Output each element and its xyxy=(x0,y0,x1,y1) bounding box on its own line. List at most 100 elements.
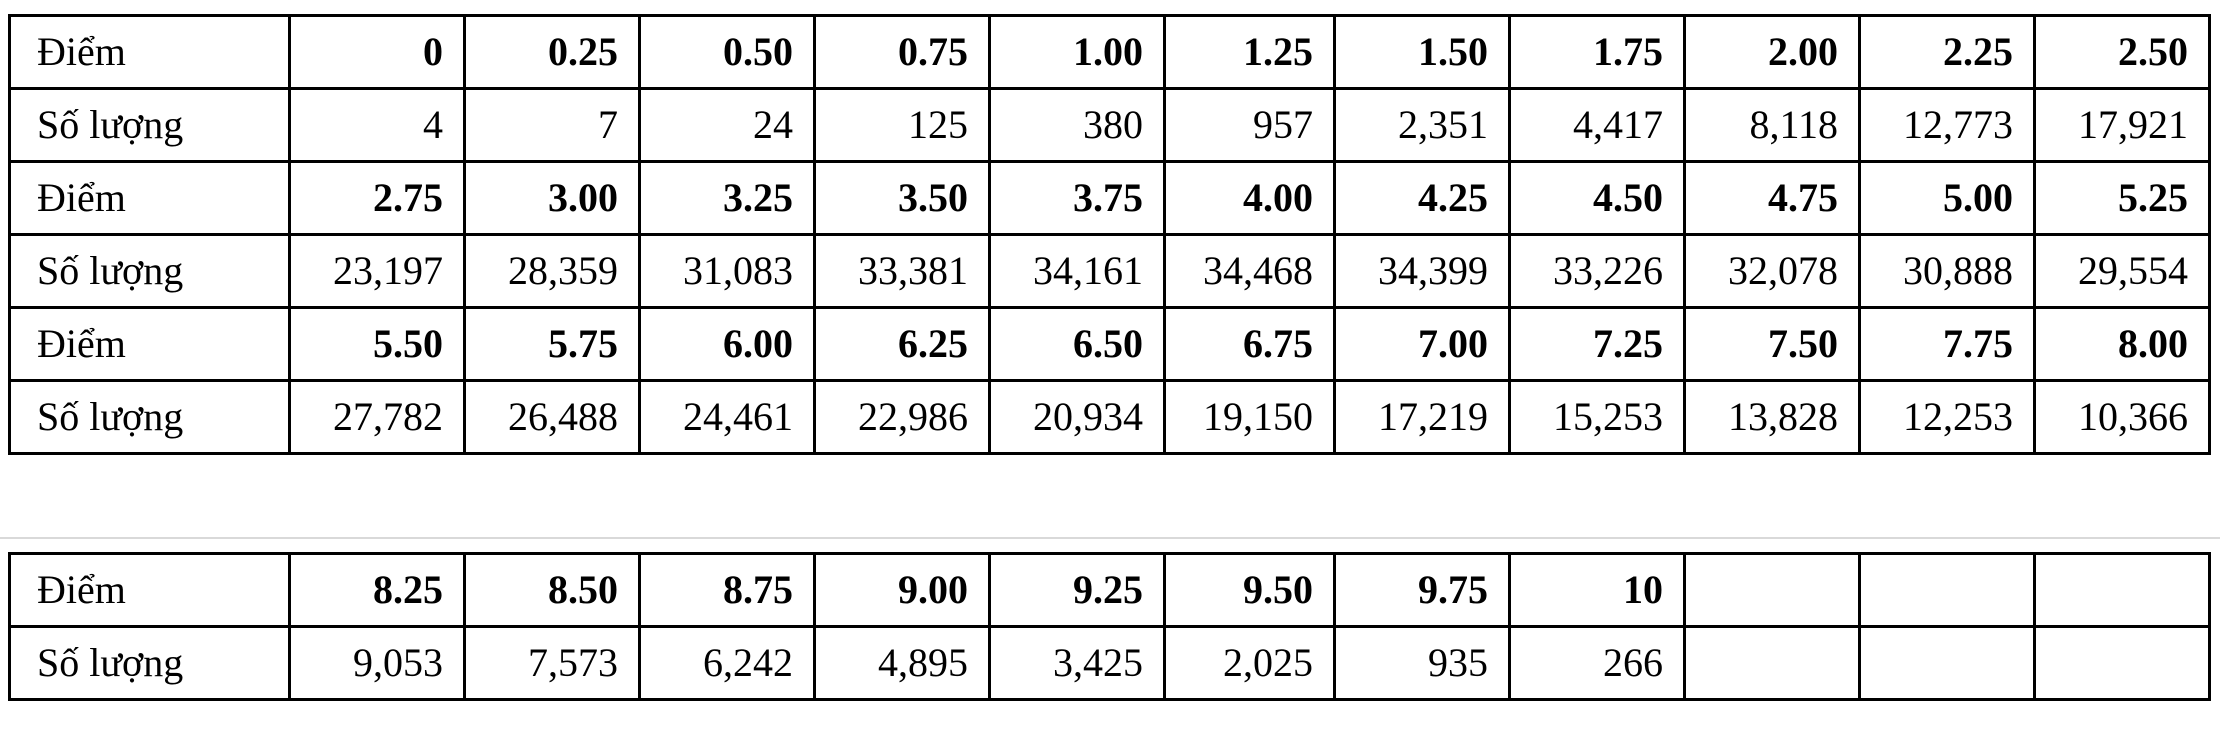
score-cell: 1.00 xyxy=(988,14,1166,90)
score-cell: 0.50 xyxy=(638,14,816,90)
score-label: Điểm xyxy=(8,160,291,236)
count-cell: 9,053 xyxy=(288,625,466,701)
score-cell: 0.75 xyxy=(813,14,991,90)
count-cell: 15,253 xyxy=(1508,379,1686,455)
score-cell: 8.75 xyxy=(638,552,816,628)
score-cell xyxy=(1858,552,2036,628)
count-row: Số lượng 23,197 28,359 31,083 33,381 34,161 34… xyxy=(8,233,2211,309)
count-cell: 33,226 xyxy=(1508,233,1686,309)
score-cell xyxy=(2033,552,2211,628)
score-cell: 6.50 xyxy=(988,306,1166,382)
count-cell: 12,253 xyxy=(1858,379,2036,455)
count-cell: 32,078 xyxy=(1683,233,1861,309)
count-cell: 7 xyxy=(463,87,641,163)
count-cell: 24 xyxy=(638,87,816,163)
count-cell: 935 xyxy=(1333,625,1511,701)
count-cell: 2,351 xyxy=(1333,87,1511,163)
score-cell: 6.00 xyxy=(638,306,816,382)
count-cell: 10,366 xyxy=(2033,379,2211,455)
score-cell: 3.00 xyxy=(463,160,641,236)
count-label: Số lượng xyxy=(8,379,291,455)
count-cell: 266 xyxy=(1508,625,1686,701)
count-cell: 4 xyxy=(288,87,466,163)
count-cell: 7,573 xyxy=(463,625,641,701)
score-cell: 10 xyxy=(1508,552,1686,628)
count-cell: 13,828 xyxy=(1683,379,1861,455)
score-cell: 8.25 xyxy=(288,552,466,628)
count-cell: 31,083 xyxy=(638,233,816,309)
score-cell: 4.75 xyxy=(1683,160,1861,236)
score-cell: 2.50 xyxy=(2033,14,2211,90)
score-label: Điểm xyxy=(8,14,291,90)
count-cell: 2,025 xyxy=(1163,625,1336,701)
section-divider xyxy=(0,537,2220,539)
count-row: Số lượng 4 7 24 125 380 957 2,351 4,417 8,118 12,7… xyxy=(8,87,2211,163)
score-cell: 9.50 xyxy=(1163,552,1336,628)
score-cell: 9.75 xyxy=(1333,552,1511,628)
count-cell: 125 xyxy=(813,87,991,163)
count-cell: 8,118 xyxy=(1683,87,1861,163)
score-row: Điểm 0 0.25 0.50 0.75 1.00 1.25 1.50 1.75 2.00 2.2… xyxy=(8,14,2211,90)
score-row: Điểm 2.75 3.00 3.25 3.50 3.75 4.00 4.25 4.50 4.75… xyxy=(8,160,2211,236)
count-cell: 23,197 xyxy=(288,233,466,309)
count-cell: 26,488 xyxy=(463,379,641,455)
count-label: Số lượng xyxy=(8,625,291,701)
count-label: Số lượng xyxy=(8,233,291,309)
count-row: Số lượng 9,053 7,573 6,242 4,895 3,425 2,025 93… xyxy=(8,625,2211,701)
count-cell xyxy=(1683,625,1861,701)
score-cell: 2.00 xyxy=(1683,14,1861,90)
score-cell: 7.75 xyxy=(1858,306,2036,382)
count-cell: 34,399 xyxy=(1333,233,1511,309)
count-cell: 30,888 xyxy=(1858,233,2036,309)
score-cell: 2.25 xyxy=(1858,14,2036,90)
count-cell: 380 xyxy=(988,87,1166,163)
score-cell: 6.75 xyxy=(1163,306,1336,382)
count-cell: 33,381 xyxy=(813,233,991,309)
count-row: Số lượng 27,782 26,488 24,461 22,986 20,934 19… xyxy=(8,379,2211,455)
score-cell: 5.50 xyxy=(288,306,466,382)
count-label: Số lượng xyxy=(8,87,291,163)
score-cell: 7.50 xyxy=(1683,306,1861,382)
count-cell: 20,934 xyxy=(988,379,1166,455)
count-cell: 957 xyxy=(1163,87,1336,163)
score-cell: 8.50 xyxy=(463,552,641,628)
score-cell: 5.75 xyxy=(463,306,641,382)
score-cell xyxy=(1683,552,1861,628)
score-cell: 1.75 xyxy=(1508,14,1686,90)
count-cell: 24,461 xyxy=(638,379,816,455)
count-cell: 28,359 xyxy=(463,233,641,309)
score-cell: 4.50 xyxy=(1508,160,1686,236)
count-cell: 12,773 xyxy=(1858,87,2036,163)
score-cell: 4.00 xyxy=(1163,160,1336,236)
count-cell xyxy=(2033,625,2211,701)
count-cell: 27,782 xyxy=(288,379,466,455)
score-cell: 3.25 xyxy=(638,160,816,236)
score-cell: 1.25 xyxy=(1163,14,1336,90)
score-cell: 0 xyxy=(288,14,466,90)
count-cell: 3,425 xyxy=(988,625,1166,701)
score-cell: 0.25 xyxy=(463,14,641,90)
score-cell: 6.25 xyxy=(813,306,991,382)
score-distribution-table-continued: Điểm 8.25 8.50 8.75 9.00 9.25 9.50 9.75 10 Số lượ… xyxy=(8,552,2211,701)
count-cell: 19,150 xyxy=(1163,379,1336,455)
score-cell: 8.00 xyxy=(2033,306,2211,382)
score-cell: 5.00 xyxy=(1858,160,2036,236)
count-cell: 29,554 xyxy=(2033,233,2211,309)
score-cell: 9.00 xyxy=(813,552,991,628)
count-cell xyxy=(1858,625,2036,701)
score-cell: 3.75 xyxy=(988,160,1166,236)
count-cell: 34,161 xyxy=(988,233,1166,309)
score-cell: 9.25 xyxy=(988,552,1166,628)
count-cell: 4,417 xyxy=(1508,87,1686,163)
score-cell: 1.50 xyxy=(1333,14,1511,90)
count-cell: 34,468 xyxy=(1163,233,1336,309)
score-label: Điểm xyxy=(8,306,291,382)
count-cell: 4,895 xyxy=(813,625,991,701)
score-cell: 5.25 xyxy=(2033,160,2211,236)
count-cell: 6,242 xyxy=(638,625,816,701)
count-cell: 22,986 xyxy=(813,379,991,455)
score-row: Điểm 5.50 5.75 6.00 6.25 6.50 6.75 7.00 7.25 7.50… xyxy=(8,306,2211,382)
count-cell: 17,921 xyxy=(2033,87,2211,163)
score-cell: 7.25 xyxy=(1508,306,1686,382)
score-distribution-table: Điểm 0 0.25 0.50 0.75 1.00 1.25 1.50 1.75 2.00 2.2… xyxy=(8,14,2211,455)
